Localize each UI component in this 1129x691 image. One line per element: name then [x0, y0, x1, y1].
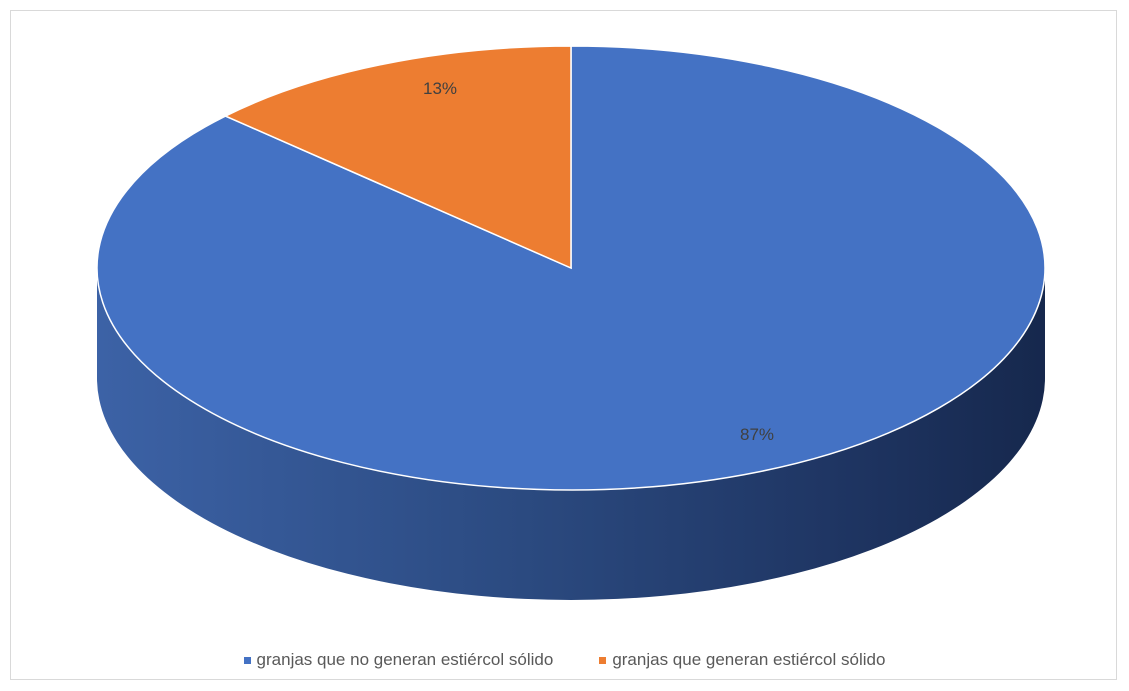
legend-label: granjas que no generan estiércol sólido	[256, 650, 554, 669]
pie-top-face	[96, 45, 1046, 491]
data-labels: 87% 13%	[423, 79, 774, 444]
legend-item-generan: granjas que generan estiércol sólido	[599, 650, 885, 670]
data-label-13: 13%	[423, 79, 457, 98]
pie-side-wall	[97, 268, 1045, 600]
data-label-87: 87%	[740, 425, 774, 444]
legend: granjas que no generan estiércol sólido …	[0, 650, 1129, 670]
pie-slice-1	[223, 45, 572, 270]
legend-swatch-orange	[599, 656, 607, 664]
legend-item-no-generan: granjas que no generan estiércol sólido	[243, 650, 554, 670]
legend-swatch-blue	[243, 656, 251, 664]
legend-label: granjas que generan estiércol sólido	[612, 650, 886, 669]
pie-side-band	[97, 268, 1045, 600]
